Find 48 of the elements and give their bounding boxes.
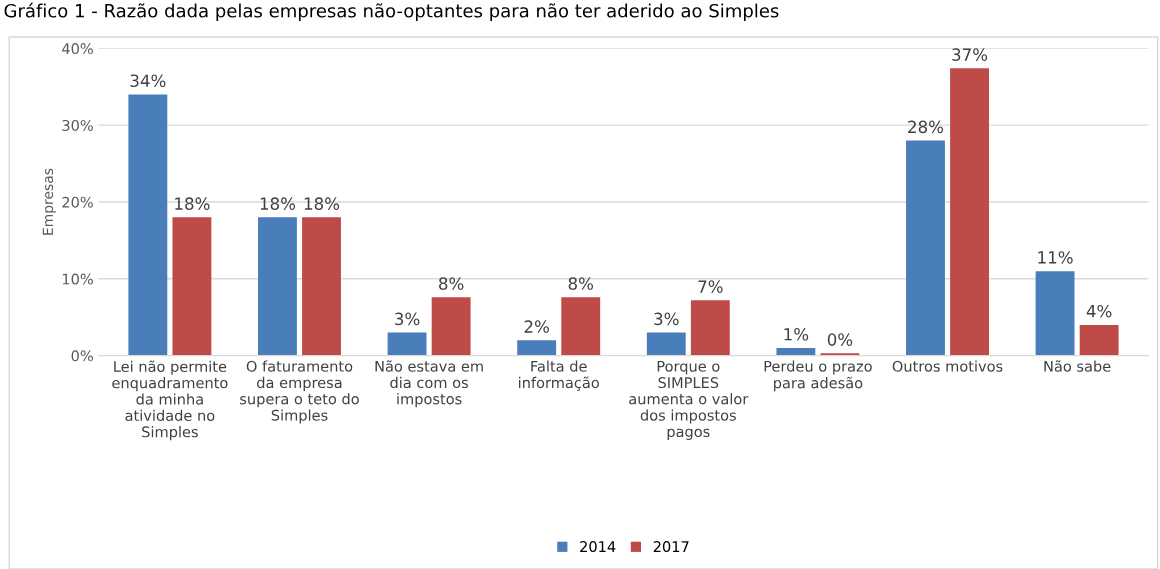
y-tick-label: 20% bbox=[62, 196, 93, 208]
y-tick-label: 30% bbox=[62, 119, 93, 131]
x-tick-label: Não sabe bbox=[1044, 360, 1111, 372]
y-tick-label: 40% bbox=[62, 43, 93, 55]
data-label: 18% bbox=[260, 197, 296, 210]
bar bbox=[517, 340, 557, 356]
data-label: 1% bbox=[784, 327, 809, 341]
bar bbox=[1035, 271, 1075, 356]
x-tick-label: Porque o SIMPLES aumenta o valor dos impostos pagos bbox=[629, 360, 749, 440]
data-label: 37% bbox=[952, 48, 988, 61]
data-label: 0% bbox=[827, 333, 853, 346]
x-tick-label: Lei não permite enquadramento da minha atividade no Simples bbox=[112, 360, 228, 441]
bar bbox=[690, 300, 730, 356]
data-label: 3% bbox=[654, 312, 679, 326]
bar bbox=[258, 217, 297, 356]
data-label: 2% bbox=[524, 320, 549, 333]
bar bbox=[776, 347, 816, 356]
data-label: 3% bbox=[395, 312, 420, 326]
bar bbox=[387, 332, 427, 356]
data-label: 8% bbox=[568, 277, 594, 290]
x-tick-label: Outros motivos bbox=[892, 360, 1003, 372]
x-tick-label: Não estava em dia com os impostos bbox=[375, 360, 483, 408]
data-label: 11% bbox=[1038, 251, 1073, 264]
bar bbox=[128, 94, 168, 356]
bar bbox=[431, 297, 471, 356]
x-tick-label: O faturamento da empresa supera o teto do Simples bbox=[240, 360, 359, 424]
data-label: 4% bbox=[1086, 304, 1112, 318]
data-label: 18% bbox=[175, 197, 210, 210]
data-label: 7% bbox=[698, 280, 723, 293]
data-label: 28% bbox=[908, 120, 944, 134]
y-tick-label: 0% bbox=[71, 350, 93, 362]
data-label: 18% bbox=[304, 197, 340, 210]
bar bbox=[950, 68, 989, 356]
bar bbox=[646, 332, 686, 356]
bar bbox=[302, 217, 341, 356]
chart-title: Gráfico 1 - Razão dada pelas empresas não-optantes para não ter aderido ao Simples bbox=[4, 2, 779, 22]
legend-label: 2017 bbox=[653, 541, 689, 553]
x-tick-label: Falta de informação bbox=[519, 360, 599, 391]
y-tick-label: 10% bbox=[62, 273, 93, 285]
data-label: 8% bbox=[439, 277, 464, 290]
bar bbox=[906, 140, 945, 356]
bar bbox=[1079, 324, 1119, 356]
legend-label: 2014 bbox=[580, 541, 616, 553]
y-axis-title: Empresas bbox=[42, 168, 56, 235]
bar bbox=[172, 217, 212, 356]
data-label: 34% bbox=[130, 74, 166, 88]
bar bbox=[561, 297, 601, 356]
x-tick-label: Perdeu o prazo para adesão bbox=[764, 360, 872, 392]
